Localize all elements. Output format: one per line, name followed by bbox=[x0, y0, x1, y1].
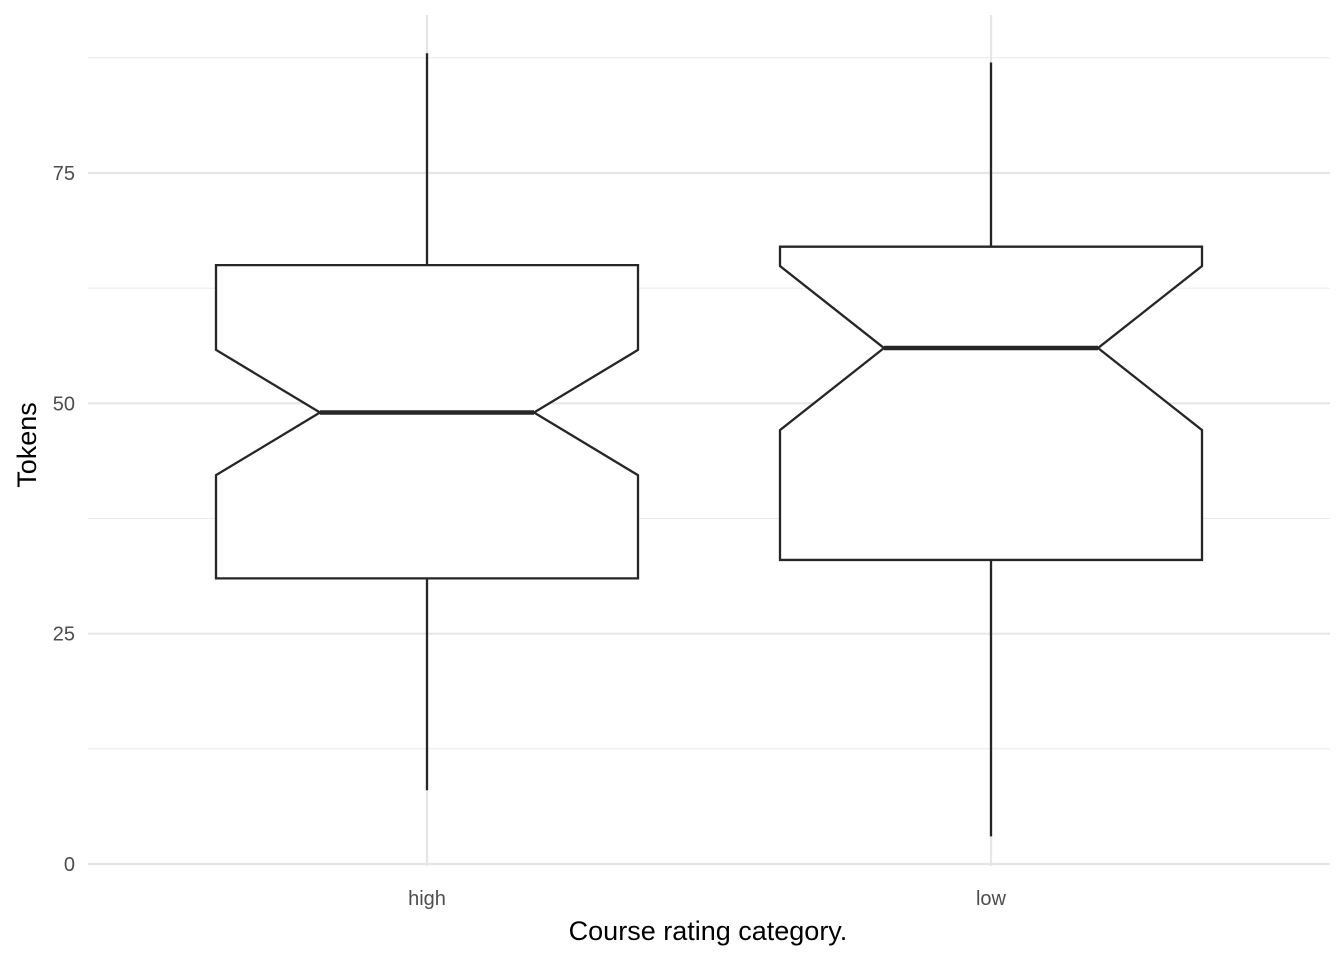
x-axis-title: Course rating category. bbox=[569, 916, 848, 946]
box-high bbox=[214, 53, 640, 791]
box-low bbox=[778, 62, 1204, 837]
box-body bbox=[778, 245, 1204, 562]
y-tick-label: 50 bbox=[53, 393, 75, 415]
x-tick-label: low bbox=[976, 888, 1007, 910]
y-axis-ticks: 0 25 50 75 bbox=[53, 163, 75, 876]
x-axis-ticks: high low bbox=[408, 888, 1006, 910]
y-tick-label: 25 bbox=[53, 624, 75, 646]
y-axis-title: Tokens bbox=[12, 402, 42, 488]
y-tick-label: 75 bbox=[53, 163, 75, 185]
box-body bbox=[214, 263, 640, 580]
x-tick-label: high bbox=[408, 888, 446, 910]
y-tick-label: 0 bbox=[64, 854, 75, 876]
boxes bbox=[214, 53, 1204, 837]
